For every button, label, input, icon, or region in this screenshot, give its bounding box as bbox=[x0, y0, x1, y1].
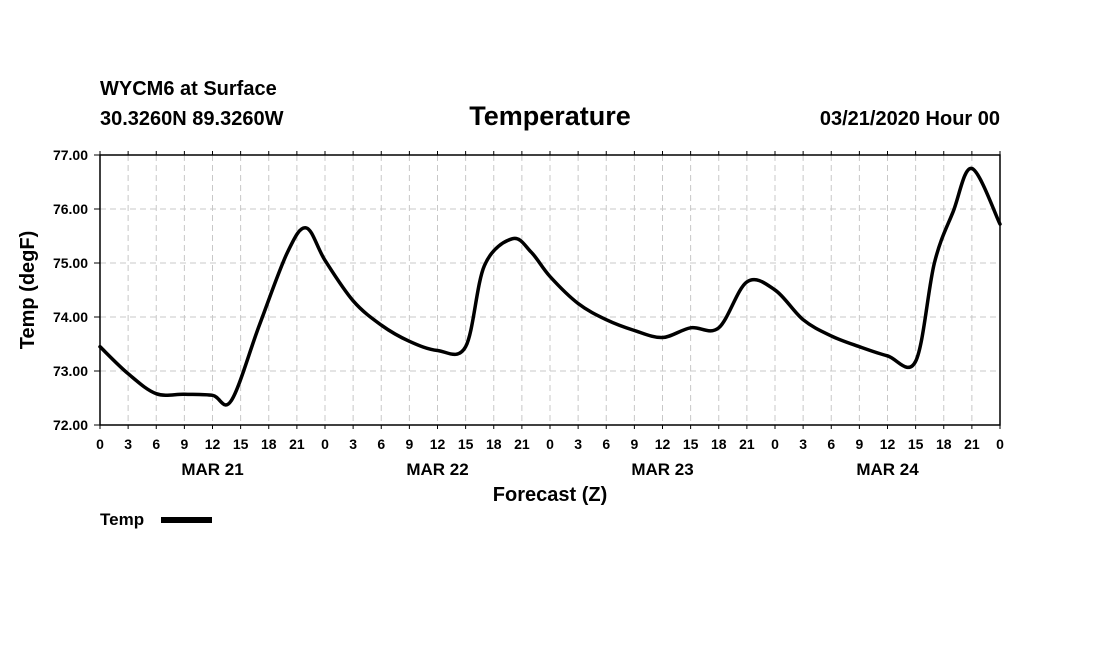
day-labels: MAR 21 MAR 22 MAR 23 MAR 24 bbox=[181, 460, 919, 479]
x-axis-label: Forecast (Z) bbox=[493, 484, 607, 506]
plot-frame bbox=[99, 154, 1001, 426]
y-tick-label: 73.00 bbox=[53, 363, 88, 379]
x-tick-label: 18 bbox=[486, 436, 502, 452]
x-tick-label: 15 bbox=[458, 436, 474, 452]
x-tick-label: 21 bbox=[964, 436, 980, 452]
x-tick-label: 21 bbox=[289, 436, 305, 452]
x-tick-label: 12 bbox=[205, 436, 221, 452]
legend-label: Temp bbox=[100, 510, 144, 529]
x-tick-label: 6 bbox=[602, 436, 610, 452]
x-tick-label: 12 bbox=[430, 436, 446, 452]
x-tick-label: 9 bbox=[405, 436, 413, 452]
station-label: WYCM6 at Surface bbox=[100, 78, 277, 100]
x-tick-label: 18 bbox=[711, 436, 727, 452]
day-label: MAR 23 bbox=[631, 460, 693, 479]
x-tick-label: 12 bbox=[655, 436, 671, 452]
y-tick-labels: 72.00 73.00 74.00 75.00 76.00 77.00 bbox=[53, 147, 88, 433]
x-tick-label: 0 bbox=[771, 436, 779, 452]
y-tick-label: 77.00 bbox=[53, 147, 88, 163]
x-tick-label: 6 bbox=[827, 436, 835, 452]
y-tick-label: 75.00 bbox=[53, 255, 88, 271]
x-tick-label: 21 bbox=[739, 436, 755, 452]
x-tick-label: 3 bbox=[574, 436, 582, 452]
chart-title: Temperature bbox=[469, 101, 631, 131]
temp-series-line bbox=[98, 166, 1002, 407]
x-tick-label: 9 bbox=[630, 436, 638, 452]
day-label: MAR 21 bbox=[181, 460, 243, 479]
x-tick-label: 18 bbox=[261, 436, 277, 452]
x-tick-label: 9 bbox=[855, 436, 863, 452]
y-tick-label: 72.00 bbox=[53, 417, 88, 433]
y-axis-label: Temp (degF) bbox=[17, 231, 39, 350]
axis-ticks bbox=[94, 151, 1001, 429]
x-tick-label: 3 bbox=[349, 436, 357, 452]
x-tick-label: 0 bbox=[321, 436, 329, 452]
run-time-label: 03/21/2020 Hour 00 bbox=[820, 108, 1000, 130]
x-tick-label: 15 bbox=[908, 436, 924, 452]
location-label: 30.3260N 89.3260W bbox=[100, 108, 284, 130]
x-tick-label: 6 bbox=[377, 436, 385, 452]
x-tick-labels: 0 3 6 9 12 15 18 21 0 3 6 9 12 15 18 21 0 3 6 9 12 15 18 21 0 3 6 9… bbox=[96, 436, 1004, 452]
x-tick-label: 3 bbox=[124, 436, 132, 452]
x-tick-label: 0 bbox=[996, 436, 1004, 452]
x-tick-label: 12 bbox=[880, 436, 896, 452]
y-tick-label: 76.00 bbox=[53, 201, 88, 217]
day-label: MAR 24 bbox=[856, 460, 919, 479]
x-tick-label: 15 bbox=[683, 436, 699, 452]
day-label: MAR 22 bbox=[406, 460, 468, 479]
x-tick-label: 18 bbox=[936, 436, 952, 452]
grid-lines bbox=[100, 155, 1000, 425]
x-tick-label: 21 bbox=[514, 436, 530, 452]
x-tick-label: 0 bbox=[96, 436, 104, 452]
x-tick-label: 0 bbox=[546, 436, 554, 452]
x-tick-label: 15 bbox=[233, 436, 249, 452]
x-tick-label: 6 bbox=[152, 436, 160, 452]
x-tick-label: 9 bbox=[180, 436, 188, 452]
x-tick-label: 3 bbox=[799, 436, 807, 452]
y-tick-label: 74.00 bbox=[53, 309, 88, 325]
